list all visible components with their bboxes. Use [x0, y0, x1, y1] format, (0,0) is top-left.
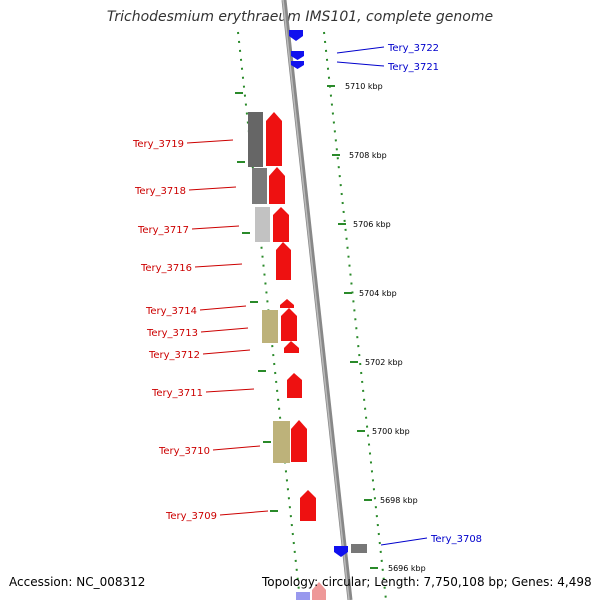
gene-label-tery-3712[interactable]: Tery_3712: [148, 350, 200, 361]
map-title: Trichodesmium erythraeum IMS101, complet…: [106, 9, 494, 25]
gene-label-tery-3710[interactable]: Tery_3710: [158, 446, 210, 457]
gene-shape-tery-3711[interactable]: [287, 373, 302, 398]
inner-ticks: [235, 92, 278, 512]
gene-label-tery-3721[interactable]: Tery_3721: [387, 62, 439, 73]
gene-shape-tery-3721b[interactable]: [291, 61, 304, 69]
scale-label: 5708 kbp: [349, 151, 387, 160]
gene-shape-tery-3709[interactable]: [300, 490, 316, 521]
gene-shape-bottom-partial: [312, 582, 326, 600]
right-leaders: [336, 46, 428, 546]
outer-ticks: [327, 85, 378, 569]
block-3717[interactable]: [255, 207, 270, 242]
gene-shape-tery-3708[interactable]: [334, 546, 348, 557]
gene-label-tery-3711[interactable]: Tery_3711: [151, 388, 203, 399]
gene-shape-tery-3713[interactable]: [281, 308, 297, 341]
left-gene-labels: Tery_3719 Tery_3718 Tery_3717 Tery_3716 …: [132, 139, 217, 522]
genome-backbone: [281, 0, 353, 600]
block-3719[interactable]: [248, 112, 263, 167]
block-3718[interactable]: [252, 168, 267, 204]
gene-shape-tery-3714[interactable]: [280, 299, 294, 308]
gene-label-tery-3713[interactable]: Tery_3713: [146, 328, 198, 339]
gene-label-tery-3719[interactable]: Tery_3719: [132, 139, 184, 150]
gene-shape-tery-3717[interactable]: [273, 207, 289, 242]
outer-track-dots: [323, 31, 387, 600]
accession-label: Accession: NC_008312: [9, 575, 146, 589]
gene-label-tery-3709[interactable]: Tery_3709: [165, 511, 217, 522]
scale-label: 5702 kbp: [365, 358, 403, 367]
gene-shape-tery-3708-grey[interactable]: [351, 544, 367, 553]
right-gene-labels: Tery_3722 Tery_3721 Tery_3708: [387, 43, 482, 545]
scale-labels: 5710 kbp 5708 kbp 5706 kbp 5704 kbp 5702…: [345, 82, 426, 573]
gene-shape-tery-3719[interactable]: [266, 112, 282, 166]
scale-label: 5700 kbp: [372, 427, 410, 436]
scale-label: 5698 kbp: [380, 496, 418, 505]
gene-shape-bottom-blue-partial: [296, 592, 310, 600]
scale-label: 5710 kbp: [345, 82, 383, 91]
gene-shape-tery-3710[interactable]: [291, 420, 307, 462]
gene-shape-tery-3718[interactable]: [269, 167, 285, 204]
scale-label: 5706 kbp: [353, 220, 391, 229]
block-3710[interactable]: [273, 421, 290, 463]
gene-shape-tery-3716[interactable]: [276, 242, 291, 280]
scale-label: 5696 kbp: [388, 564, 426, 573]
left-leaders: [186, 139, 269, 516]
gene-shape-tery-3712[interactable]: [284, 341, 299, 353]
gene-label-tery-3714[interactable]: Tery_3714: [145, 306, 197, 317]
scale-label: 5704 kbp: [359, 289, 397, 298]
genome-summary: Topology: circular; Length: 7,750,108 bp…: [262, 575, 592, 589]
gene-shape-tery-3721a[interactable]: [291, 51, 304, 60]
gene-label-tery-3718[interactable]: Tery_3718: [134, 186, 186, 197]
gene-label-tery-3722[interactable]: Tery_3722: [387, 43, 439, 54]
gene-label-tery-3716[interactable]: Tery_3716: [140, 263, 192, 274]
block-3713[interactable]: [262, 310, 278, 343]
gene-shape-tery-3722[interactable]: [289, 30, 303, 41]
gene-label-tery-3717[interactable]: Tery_3717: [137, 225, 189, 236]
gene-label-tery-3708[interactable]: Tery_3708: [430, 534, 482, 545]
genome-backbone-highlight: [282, 0, 350, 600]
